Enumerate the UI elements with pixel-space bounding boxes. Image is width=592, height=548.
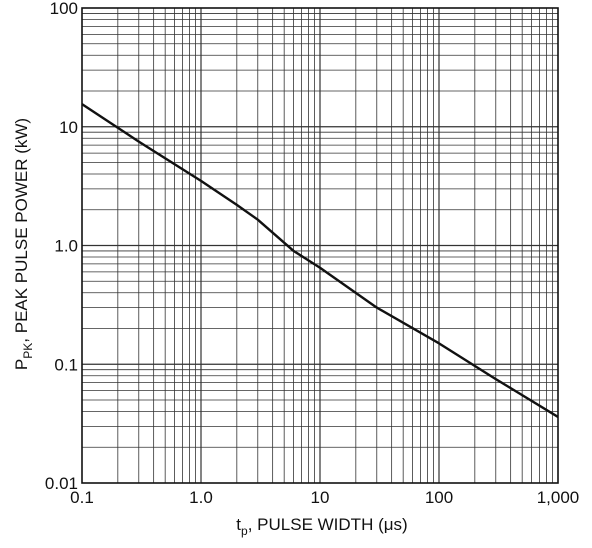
y-axis-title-sub: PK	[21, 343, 35, 359]
x-tick-label: 1.0	[189, 488, 213, 507]
y-tick-label: 10	[59, 118, 78, 137]
y-tick-label: 1.0	[54, 237, 78, 256]
x-axis-title-rest: , PULSE WIDTH (μs)	[248, 515, 408, 534]
x-tick-label: 10	[311, 488, 330, 507]
x-tick-labels: 0.1 1.0 10 100 1,000	[70, 488, 579, 507]
y-tick-label: 0.1	[54, 355, 78, 374]
y-axis-title-rest: , PEAK PULSE POWER (kW)	[12, 118, 31, 343]
grid	[82, 8, 558, 483]
plot-frame	[81, 7, 559, 484]
x-axis-title: tp, PULSE WIDTH (μs)	[236, 515, 407, 538]
series-layer	[81, 103, 559, 418]
x-tick-label: 100	[425, 488, 453, 507]
y-axis-title: PPK, PEAK PULSE POWER (kW)	[12, 118, 35, 370]
y-axis-title-main: P	[12, 359, 31, 370]
x-axis-title-sub: p	[241, 524, 248, 538]
y-tick-label: 0.01	[45, 474, 78, 493]
x-tick-label: 1,000	[537, 488, 580, 507]
y-tick-label: 100	[50, 0, 78, 18]
series-line-0	[81, 103, 559, 418]
y-tick-labels: 0.01 0.1 1.0 10 100	[45, 0, 78, 493]
x-axis-title-main: t	[236, 515, 241, 534]
x-tick-label: 0.1	[70, 488, 94, 507]
